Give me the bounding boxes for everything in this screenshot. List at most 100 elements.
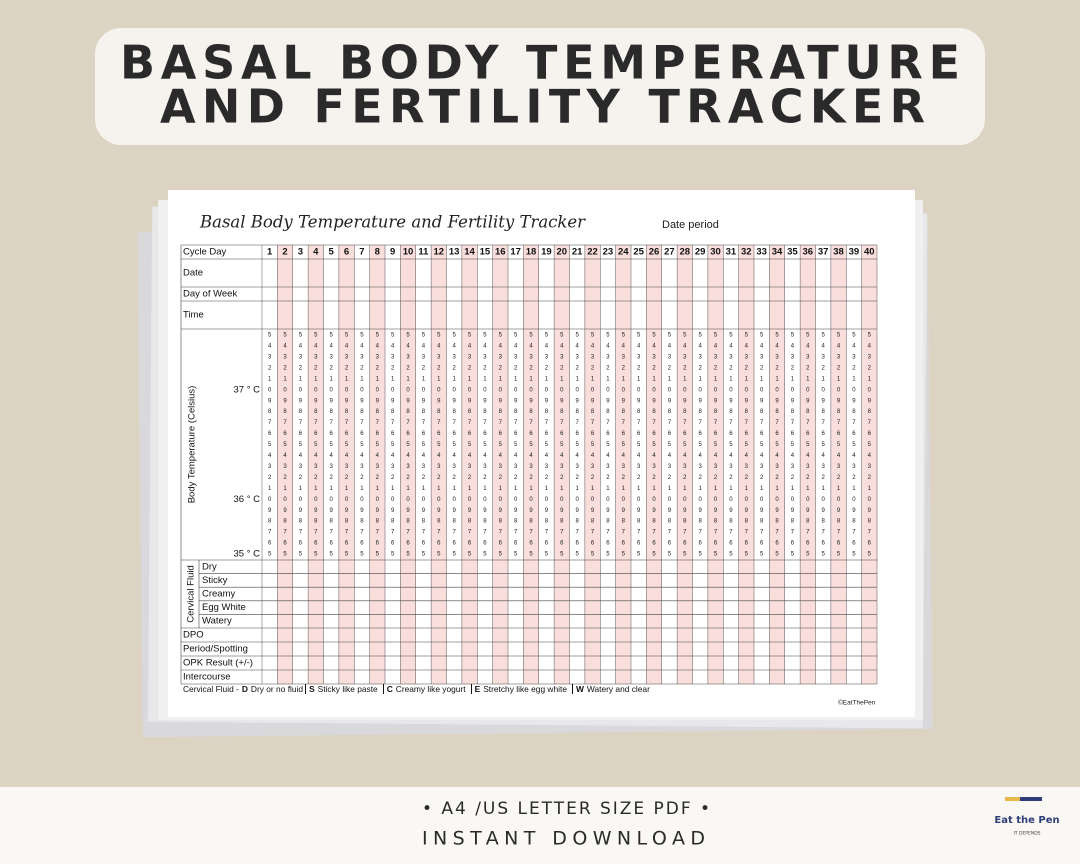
temp-digit: 7	[760, 420, 764, 426]
temp-digit: 9	[637, 398, 641, 404]
legend-text: Stretchy like egg white	[483, 684, 567, 694]
temp-digit: 3	[822, 354, 826, 360]
title-line: AND FERTILITY TRACKER	[160, 80, 925, 134]
temp-digit: 2	[453, 365, 457, 371]
temp-digit: 9	[560, 508, 564, 514]
temp-digit: 3	[268, 464, 272, 470]
temp-digit: 7	[422, 530, 426, 536]
temp-digit: 3	[775, 464, 779, 470]
temp-digit: 7	[314, 420, 318, 426]
date-label: Date period	[662, 219, 719, 231]
temp-digit: 2	[852, 365, 856, 371]
row-label: Cycle Day	[183, 247, 227, 258]
temp-digit: 7	[822, 420, 826, 426]
temp-digit: 5	[637, 552, 641, 558]
temp-digit: 8	[822, 519, 826, 525]
shaded-column	[369, 245, 385, 684]
temp-digit: 1	[345, 486, 349, 492]
temp-digit: 3	[837, 354, 841, 360]
temp-digit: 8	[437, 409, 441, 415]
temp-digit: 1	[760, 486, 764, 492]
temp-digit: 0	[529, 387, 533, 393]
temp-digit: 5	[699, 442, 703, 448]
temp-digit: 3	[637, 464, 641, 470]
temp-digit: 6	[683, 431, 687, 437]
temp-digit: 3	[499, 354, 503, 360]
legend-code: C	[386, 684, 393, 694]
temp-digit: 1	[852, 376, 856, 382]
temp-digit: 8	[529, 409, 533, 415]
temp-digit: 9	[422, 508, 426, 514]
temp-digit: 3	[852, 354, 856, 360]
temp-digit: 3	[868, 354, 872, 360]
temp-digit: 1	[391, 376, 395, 382]
temp-digit: 0	[545, 497, 549, 503]
temp-digit: 8	[468, 519, 472, 525]
temp-digit: 5	[729, 333, 733, 339]
temp-digit: 4	[360, 453, 364, 459]
temp-digit: 6	[868, 541, 872, 547]
temp-digit: 0	[637, 497, 641, 503]
temp-digit: 5	[745, 552, 749, 558]
temp-digit: 8	[560, 519, 564, 525]
temp-digit: 4	[345, 344, 349, 350]
logo-pen	[1020, 797, 1042, 801]
temp-digit: 9	[499, 508, 503, 514]
temp-digit: 3	[606, 464, 610, 470]
temp-digit: 2	[668, 475, 672, 481]
temp-digit: 0	[483, 497, 487, 503]
temp-digit: 7	[268, 530, 272, 536]
temp-digit: 3	[852, 464, 856, 470]
temp-digit: 0	[483, 387, 487, 393]
temp-digit: 5	[606, 552, 610, 558]
temp-digit: 4	[330, 453, 334, 459]
temp-digit: 2	[760, 365, 764, 371]
temp-digit: 4	[652, 453, 656, 459]
legend-text: Watery and clear	[586, 684, 650, 694]
temp-digit: 3	[637, 354, 641, 360]
temp-digit: 5	[822, 333, 826, 339]
temp-digit: 1	[560, 376, 564, 382]
temp-digit: 8	[499, 519, 503, 525]
temp-digit: 4	[376, 453, 380, 459]
temp-digit: 4	[422, 344, 426, 350]
temp-digit: 4	[514, 344, 518, 350]
temp-digit: 2	[775, 475, 779, 481]
temp-digit: 3	[760, 464, 764, 470]
temp-digit: 2	[745, 475, 749, 481]
temp-digit: 4	[514, 453, 518, 459]
temp-digit: 6	[268, 431, 272, 437]
temp-digit: 1	[299, 376, 303, 382]
temp-digit: 1	[453, 486, 457, 492]
temp-digit: 1	[852, 486, 856, 492]
temp-digit: 6	[668, 431, 672, 437]
temp-digit: 2	[714, 475, 718, 481]
temp-digit: 0	[652, 387, 656, 393]
temp-digit: 9	[699, 508, 703, 514]
temp-digit: 4	[729, 453, 733, 459]
temp-digit: 5	[376, 333, 380, 339]
temp-digit: 1	[283, 486, 287, 492]
temp-digit: 2	[360, 475, 364, 481]
temp-digit: 2	[683, 365, 687, 371]
temp-digit: 5	[437, 442, 441, 448]
temp-digit: 4	[314, 344, 318, 350]
temp-digit: 8	[406, 409, 410, 415]
temp-digit: 2	[299, 365, 303, 371]
temp-digit: 7	[330, 420, 334, 426]
temp-digit: 9	[791, 508, 795, 514]
temp-digit: 4	[499, 453, 503, 459]
temp-digit: 9	[437, 508, 441, 514]
temp-digit: 5	[422, 552, 426, 558]
temp-digit: 0	[422, 387, 426, 393]
temp-digit: 4	[745, 344, 749, 350]
temp-digit: 9	[483, 398, 487, 404]
temp-digit: 1	[668, 376, 672, 382]
temp-digit: 5	[330, 552, 334, 558]
temp-digit: 5	[545, 333, 549, 339]
legend-code: D	[241, 684, 248, 694]
temp-digit: 9	[468, 508, 472, 514]
temp-digit: 1	[330, 376, 334, 382]
temp-digit: 4	[775, 453, 779, 459]
shaded-column	[677, 245, 693, 684]
